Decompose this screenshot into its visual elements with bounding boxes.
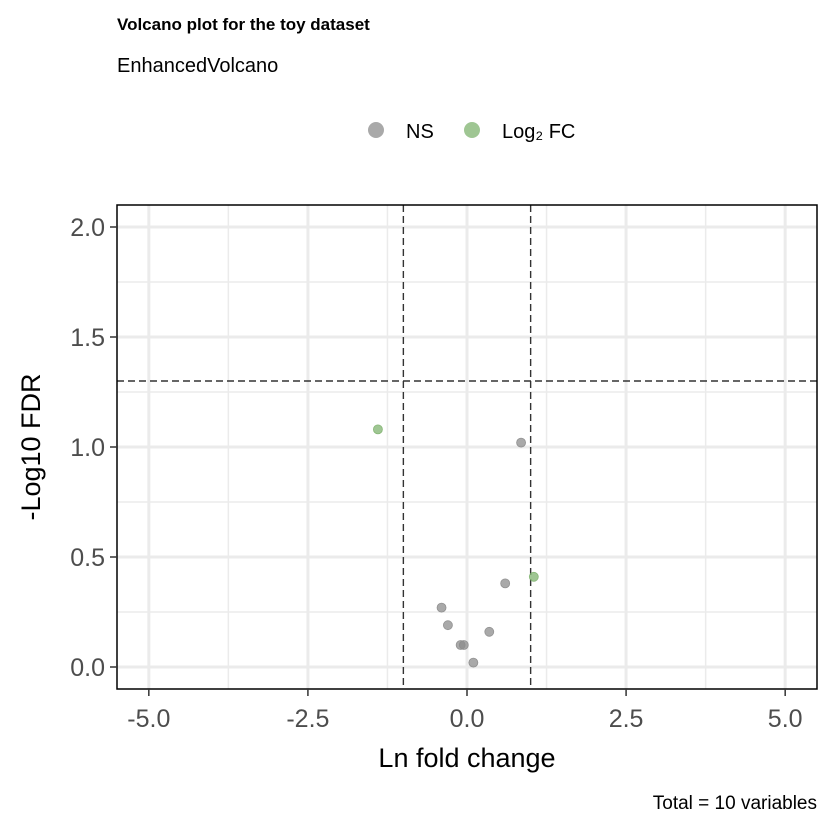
x-axis-title: Ln fold change [378,743,555,773]
y-axis-title: -Log10 FDR [16,373,46,520]
point-ns [516,437,526,448]
point-ns [500,578,511,589]
point-ns [443,620,453,631]
x-tick-label: -2.5 [286,705,329,733]
point-ns [484,626,495,637]
chart-subtitle: EnhancedVolcano [117,55,278,77]
legend-key-fc [464,122,480,138]
legend-label-ns: NS [406,121,434,143]
x-tick-label: 5.0 [768,705,803,733]
y-tick-label: 0.0 [70,654,105,682]
legend-key-ns [368,122,384,138]
point-ns [458,640,469,650]
y-tick-label: 0.5 [70,544,105,572]
y-tick-label: 1.5 [70,324,105,352]
legend-label-fc: Log₂ FC [502,121,575,143]
point-ns [436,602,447,613]
x-tick-label: 0.0 [450,705,485,733]
y-tick-label: 2.0 [70,214,105,242]
x-axis: -5.0 -2.5 0.0 2.5 5.0 [127,689,803,733]
chart-caption: Total = 10 variables [653,793,817,814]
cutoff-lines [117,205,817,689]
y-tick-label: 1.0 [70,434,105,462]
x-tick-label: -5.0 [127,705,170,733]
point-fc [528,571,539,582]
y-axis: 0.0 0.5 1.0 1.5 2.0 [70,214,117,682]
point-fc [373,424,383,435]
x-tick-label: 2.5 [609,705,644,733]
gridlines [117,205,817,689]
point-ns [468,657,479,668]
chart-title: Volcano plot for the toy dataset [117,15,370,34]
data-points [373,424,539,668]
legend: NS Log₂ FC [368,121,575,143]
